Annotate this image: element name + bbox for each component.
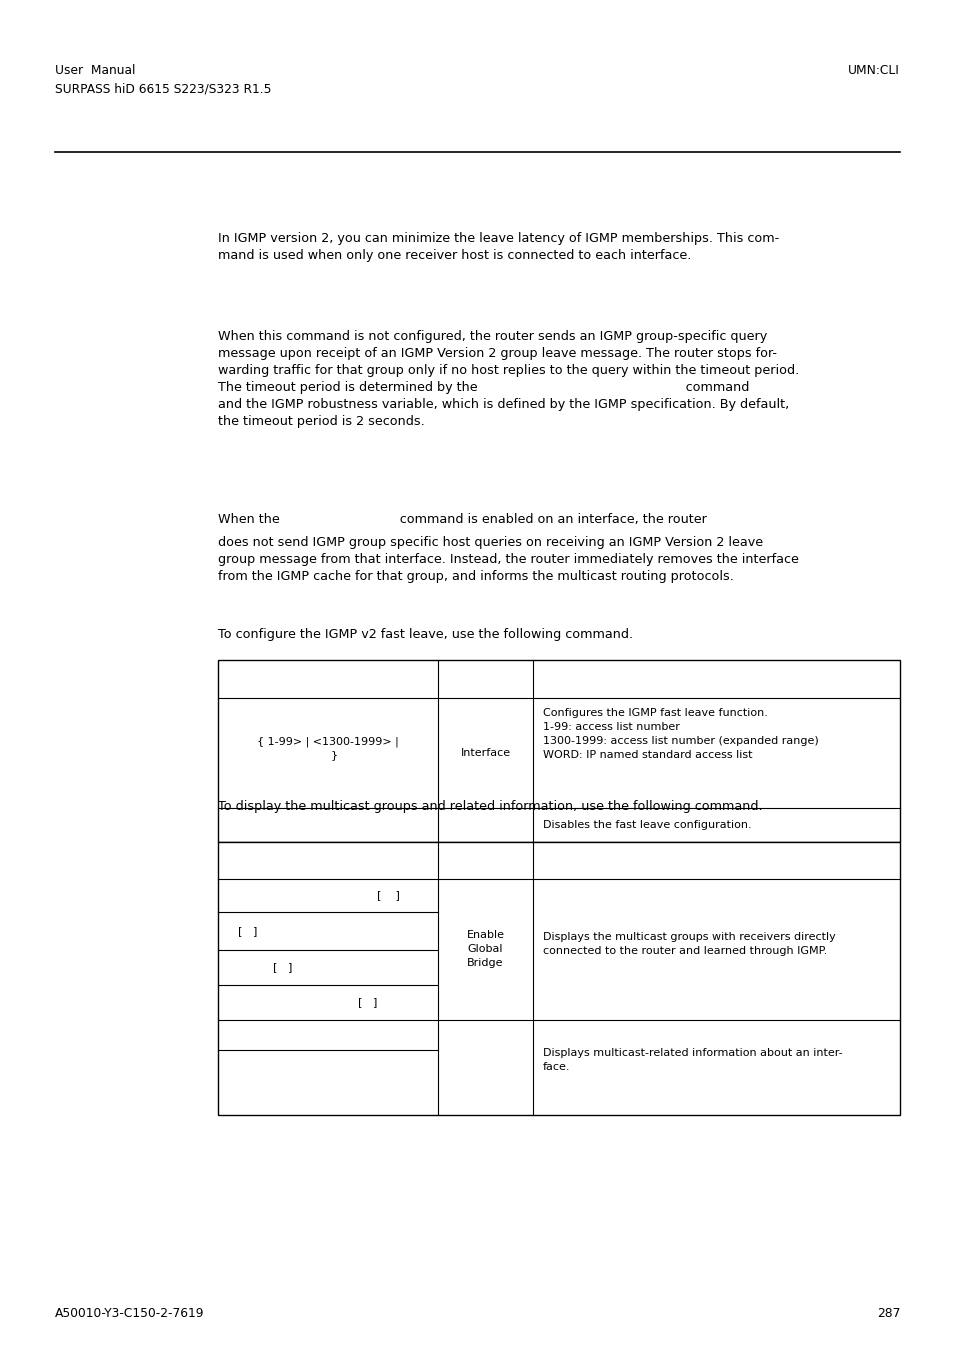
Text: When this command is not configured, the router sends an IGMP group-specific que: When this command is not configured, the…	[218, 329, 799, 428]
Text: A50010-Y3-C150-2-7619: A50010-Y3-C150-2-7619	[55, 1307, 204, 1320]
Text: Enable
Global
Bridge: Enable Global Bridge	[466, 930, 504, 968]
Text: does not send IGMP group specific host queries on receiving an IGMP Version 2 le: does not send IGMP group specific host q…	[218, 536, 798, 583]
Text: Displays multicast-related information about an inter-
face.: Displays multicast-related information a…	[542, 1048, 841, 1072]
Text: [   ]: [ ]	[273, 963, 292, 972]
Text: SURPASS hiD 6615 S223/S323 R1.5: SURPASS hiD 6615 S223/S323 R1.5	[55, 82, 272, 94]
Text: Displays the multicast groups with receivers directly
connected to the router an: Displays the multicast groups with recei…	[542, 933, 835, 957]
Text: [   ]: [ ]	[358, 998, 377, 1007]
Text: In IGMP version 2, you can minimize the leave latency of IGMP memberships. This : In IGMP version 2, you can minimize the …	[218, 232, 779, 262]
Text: When the                              command is enabled on an interface, the ro: When the command is enabled on an interf…	[218, 513, 706, 526]
Text: To configure the IGMP v2 fast leave, use the following command.: To configure the IGMP v2 fast leave, use…	[218, 628, 633, 641]
Text: Configures the IGMP fast leave function.
1-99: access list number
1300-1999: acc: Configures the IGMP fast leave function.…	[542, 707, 818, 760]
Text: [   ]: [ ]	[237, 926, 257, 936]
Text: User  Manual: User Manual	[55, 63, 135, 77]
Bar	[218, 660, 899, 842]
Text: [    ]: [ ]	[376, 891, 399, 900]
Text: UMN:CLI: UMN:CLI	[847, 63, 899, 77]
Bar	[218, 842, 899, 1115]
Text: To display the multicast groups and related information, use the following comma: To display the multicast groups and rela…	[218, 801, 761, 813]
Text: 287: 287	[876, 1307, 899, 1320]
Text: Disables the fast leave configuration.: Disables the fast leave configuration.	[542, 819, 751, 830]
Text: { 1-99> | <1300-1999> |
    }: { 1-99> | <1300-1999> | }	[257, 736, 398, 760]
Text: Interface: Interface	[460, 748, 510, 757]
